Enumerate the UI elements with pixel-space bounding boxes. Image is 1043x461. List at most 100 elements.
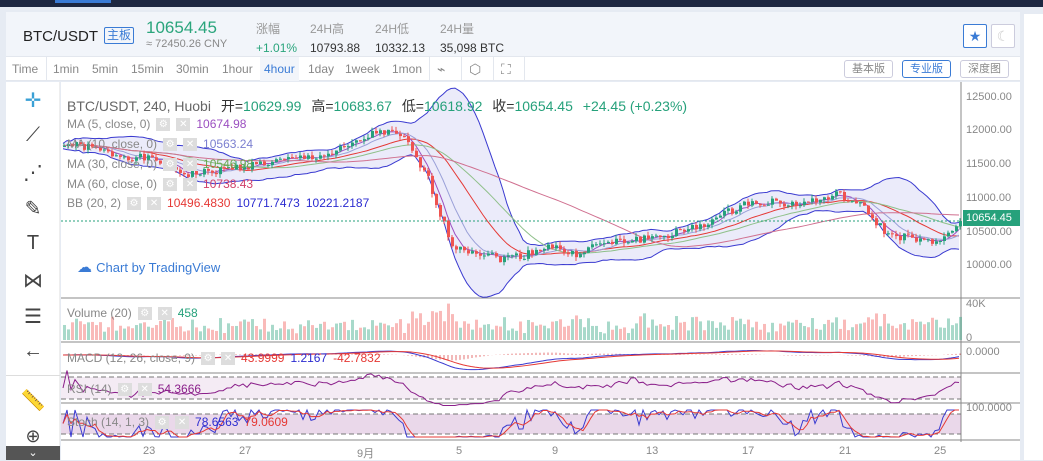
volume-bar — [123, 328, 126, 340]
symbol-name[interactable]: BTC/USDT — [23, 28, 98, 45]
pattern-icon[interactable]: ⋈ — [23, 270, 43, 292]
candle — [419, 157, 422, 168]
candle — [319, 155, 322, 159]
ma10-legend[interactable]: MA (10, close, 0) ⚙ ✕ 10563.24 — [67, 137, 254, 152]
volume-bar — [271, 324, 274, 340]
volume-bar — [63, 324, 66, 340]
volume-bar — [115, 330, 118, 340]
interval-4hour[interactable]: 4hour — [260, 57, 299, 81]
star-icon[interactable]: ★ — [963, 24, 987, 48]
volume-bar — [891, 325, 894, 340]
volume-bar — [263, 318, 266, 340]
volume-bar — [171, 318, 174, 340]
candle — [739, 205, 742, 212]
volume-bar — [459, 327, 462, 340]
bb-lower-line — [62, 148, 960, 298]
volume-bar — [527, 319, 530, 340]
volume-bar — [579, 319, 582, 340]
tradingview-watermark[interactable]: ☁ Chart by TradingView — [77, 259, 221, 276]
chevron-down-icon[interactable]: ⌄ — [6, 446, 60, 460]
fib-icon[interactable]: ☰ — [24, 306, 42, 328]
back-arrow-icon[interactable]: ← — [23, 340, 43, 362]
crosshair-icon[interactable]: ✛ — [24, 90, 42, 112]
volume-bar — [819, 329, 822, 340]
candle — [883, 223, 886, 234]
trend-line-icon[interactable]: ⟋ — [26, 124, 40, 146]
moon-icon[interactable]: ☾ — [991, 24, 1015, 48]
candle — [679, 229, 682, 231]
volume-bar — [231, 326, 234, 340]
candle — [567, 252, 570, 255]
candle — [759, 203, 762, 206]
stoch-legend[interactable]: Stoch (14, 1, 3) ⚙ ✕ 78.6563 79.0609 — [67, 415, 288, 430]
indicator-icon[interactable]: ⌁ — [437, 61, 446, 77]
volume-bar — [703, 330, 706, 340]
volume-bar — [651, 319, 654, 340]
volume-bar — [875, 313, 878, 340]
candle — [847, 200, 850, 202]
candle — [631, 240, 634, 243]
interval-15min[interactable]: 15min — [131, 62, 164, 76]
ma30-legend[interactable]: MA (30, close, 0) ⚙ ✕ 10546.98 — [67, 157, 254, 172]
volume-bar — [707, 320, 710, 340]
ma60-legend[interactable]: MA (60, close, 0) ⚙ ✕ 10738.43 — [67, 177, 254, 192]
settings-icon[interactable]: ⬡ — [469, 61, 482, 77]
candle — [687, 229, 690, 232]
volume-bar — [475, 319, 478, 340]
volume-bar — [503, 317, 506, 340]
volume-bar — [383, 323, 386, 340]
pro-version-button[interactable]: 专业版 — [902, 60, 951, 78]
candle — [927, 239, 930, 241]
ruler-icon[interactable]: 📏 — [20, 390, 46, 412]
candle — [347, 146, 350, 148]
volume-bar — [299, 324, 302, 340]
interval-30min[interactable]: 30min — [176, 62, 209, 76]
pitchfork-icon[interactable]: ⋰ — [23, 162, 43, 184]
ma5-legend[interactable]: MA (5, close, 0) ⚙ ✕ 10674.98 — [67, 117, 247, 132]
interval-1hour[interactable]: 1hour — [222, 62, 253, 76]
volume-bar — [647, 327, 650, 340]
basic-version-button[interactable]: 基本版 — [844, 60, 893, 78]
candle — [255, 162, 258, 165]
volume-bar — [607, 321, 610, 340]
volume-bar — [91, 321, 94, 340]
zoom-in-icon[interactable]: ⊕ — [25, 426, 41, 446]
candle — [643, 235, 646, 243]
volume-bar — [159, 320, 162, 340]
text-icon[interactable]: T — [26, 232, 40, 254]
interval-5min[interactable]: 5min — [92, 62, 119, 76]
volume-bar — [207, 328, 210, 340]
candle — [387, 129, 390, 135]
candle — [735, 211, 738, 214]
interval-1mon[interactable]: 1mon — [392, 62, 423, 76]
macd-legend[interactable]: MACD (12, 26, close, 9) ⚙ ✕ 43.9999 1.2167 -4… — [67, 351, 381, 366]
bb-legend[interactable]: BB (20, 2) ⚙ ✕ 10496.4830 10771.7473 10221.21… — [67, 196, 370, 211]
stoch-d-line — [62, 409, 959, 438]
candle — [723, 210, 726, 216]
volume-bar — [655, 325, 658, 340]
candle — [123, 156, 126, 158]
interval-toolbar: Time 1min 5min 15min 30min 1hour 4hour 1… — [6, 56, 1020, 81]
volume-bar — [455, 321, 458, 340]
stoch-tick: 100.0000 — [966, 402, 1012, 414]
candle — [151, 155, 154, 158]
volume-bar — [779, 323, 782, 340]
candle — [303, 155, 306, 159]
fullscreen-icon[interactable]: ⛶ — [501, 61, 511, 77]
candle — [239, 164, 242, 170]
volume-legend[interactable]: Volume (20) ⚙ ✕ 458 — [67, 306, 198, 321]
volume-bar — [347, 330, 350, 340]
interval-1day[interactable]: 1day — [308, 62, 335, 76]
interval-1week[interactable]: 1week — [345, 62, 380, 76]
volume-bar — [167, 321, 170, 340]
brush-icon[interactable]: ✎ — [24, 198, 42, 220]
volume-bar — [899, 324, 902, 340]
volume-bar — [107, 327, 110, 340]
interval-time[interactable]: Time — [12, 62, 39, 76]
volume-bar — [175, 327, 178, 340]
depth-chart-button[interactable]: 深度图 — [960, 60, 1009, 78]
rsi-legend[interactable]: RSI (14) ⚙ ✕ 54.3666 — [67, 382, 202, 397]
stat-volume: 24H量 35,098 BTC — [440, 22, 505, 55]
interval-1min[interactable]: 1min — [53, 62, 80, 76]
chart-area[interactable]: BTC/USDT, 240, Huobi 开=10629.99 高=10683.… — [61, 82, 1020, 460]
